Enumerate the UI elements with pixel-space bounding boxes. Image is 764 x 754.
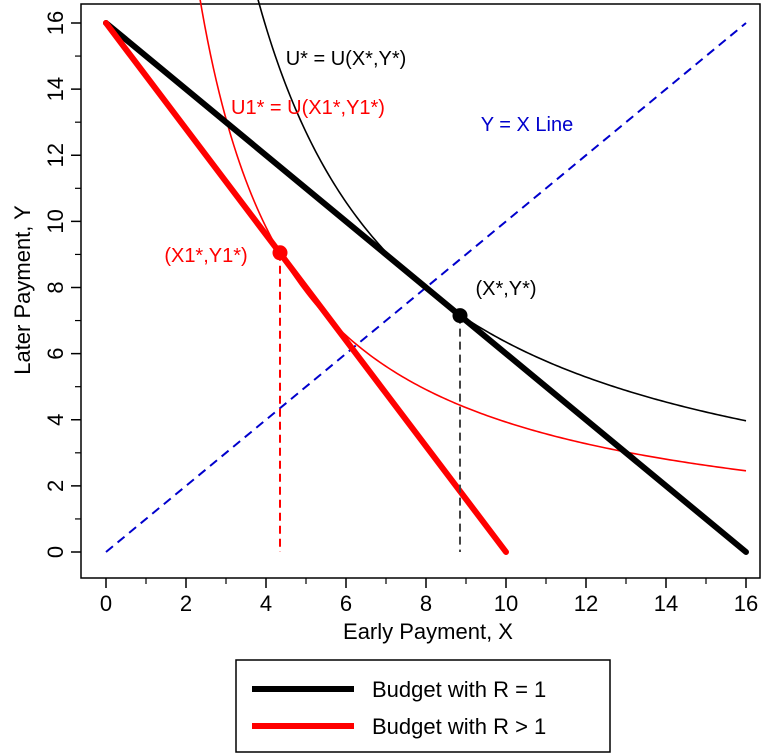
y-axis: 0 2 4 6 8 10 12 14 16 (43, 11, 81, 558)
x-tick-label: 10 (494, 591, 518, 616)
x-tick-label: 2 (180, 591, 192, 616)
y-tick-label: 4 (43, 414, 68, 426)
annotation-point-x-star: (X*,Y*) (475, 278, 536, 300)
x-tick-label: 4 (260, 591, 272, 616)
y-tick-label: 0 (43, 546, 68, 558)
legend-label-black: Budget with R = 1 (372, 677, 546, 702)
x-tick-label: 6 (340, 591, 352, 616)
x-axis: 0 2 4 6 8 10 12 14 16 (100, 578, 758, 616)
x-tick-label: 8 (420, 591, 432, 616)
drop-lines (279, 252, 461, 552)
point-x1-star (272, 245, 288, 261)
annotation-u1-star: U1* = U(X1*,Y1*) (231, 97, 385, 119)
x-tick-label: 12 (574, 591, 598, 616)
y-tick-label: 14 (43, 77, 68, 101)
budget-line-r-equals-1 (103, 20, 749, 555)
annotation-point-x1-star: (X1*,Y1*) (164, 245, 247, 267)
plot-frame (80, 3, 761, 579)
reference-line-y-equals-x (105, 22, 747, 553)
point-x-star (452, 308, 468, 324)
y-tick-label: 16 (43, 11, 68, 35)
legend-label-red: Budget with R > 1 (372, 714, 546, 739)
indifference-curves (199, 0, 747, 472)
y-tick-label: 2 (43, 480, 68, 492)
annotation-y-equals-x: Y = X Line (481, 114, 573, 136)
indifference-curve-black (257, 0, 747, 422)
x-axis-label: Early Payment, X (343, 619, 513, 644)
legend: Budget with R = 1 Budget with R > 1 (235, 659, 611, 753)
y-tick-label: 6 (43, 348, 68, 360)
series-lines (103, 20, 749, 555)
x-tick-label: 0 (100, 591, 112, 616)
y-tick-label: 10 (43, 209, 68, 233)
optimum-points (272, 245, 468, 324)
x-tick-label: 16 (734, 591, 758, 616)
budget-line-r-greater-1 (103, 20, 509, 555)
legend-box (235, 659, 611, 753)
y-tick-label: 12 (43, 143, 68, 167)
x-tick-label: 14 (654, 591, 678, 616)
indifference-curve-red (199, 0, 747, 472)
y-tick-label: 8 (43, 281, 68, 293)
annotation-u-star: U* = U(X*,Y*) (286, 48, 407, 70)
y-axis-label: Later Payment, Y (10, 205, 35, 375)
